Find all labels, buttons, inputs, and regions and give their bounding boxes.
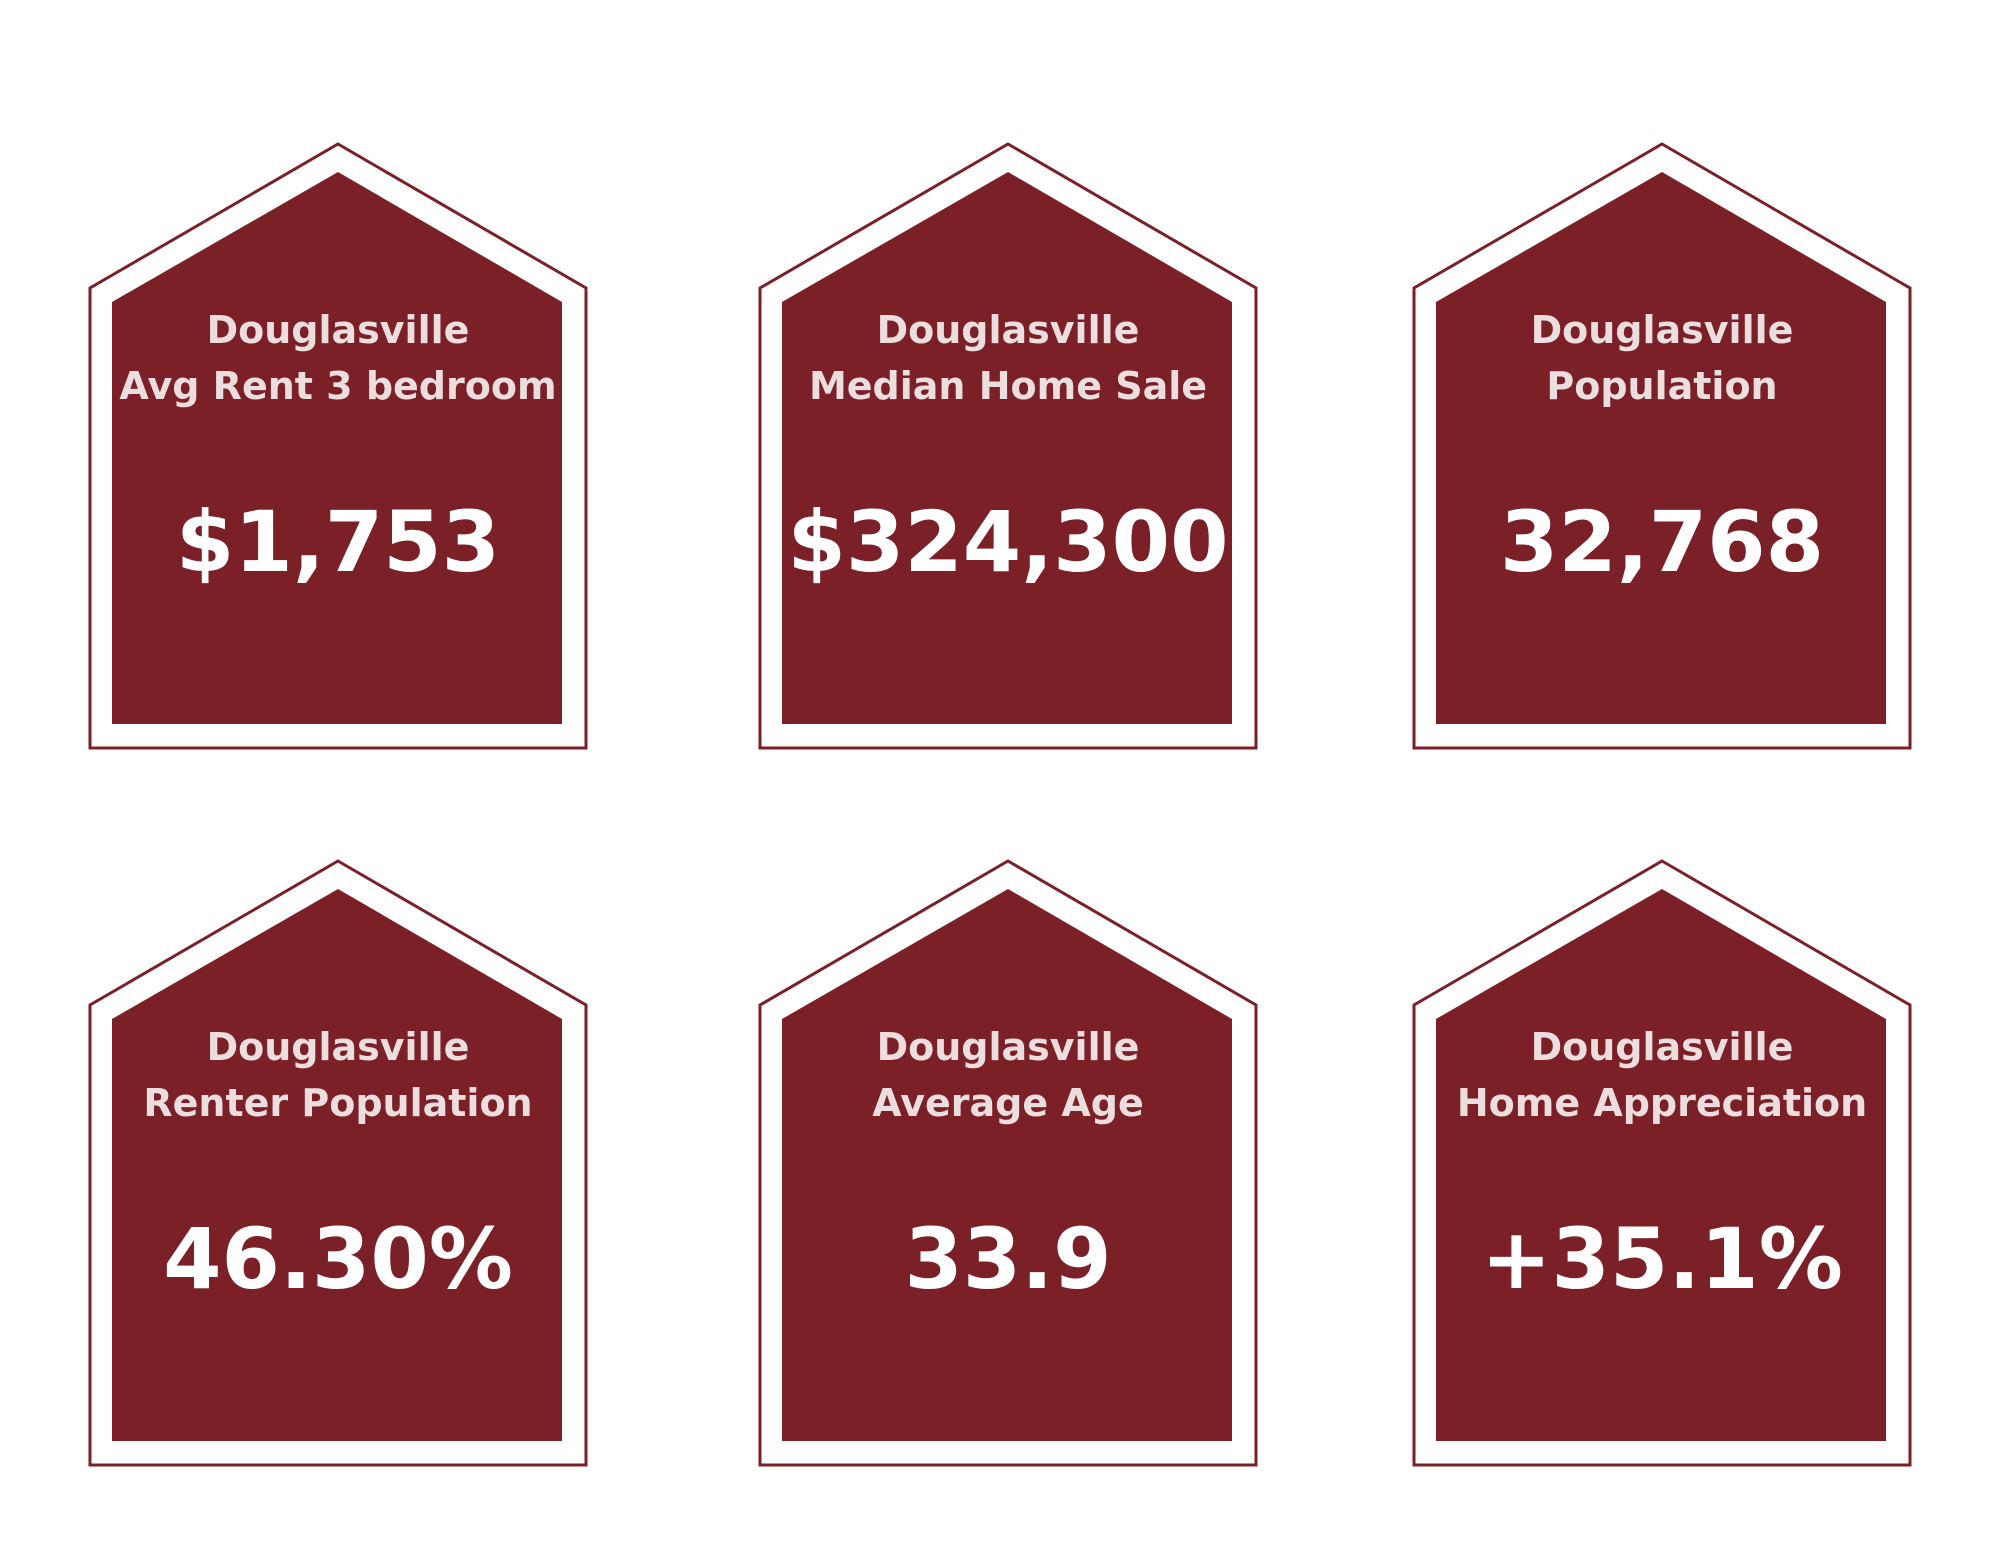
stat-city: Douglasville <box>876 308 1140 352</box>
house-shape-icon <box>758 142 1258 750</box>
stat-card-avg-rent: Douglasville Avg Rent 3 bedroom $1,753 <box>88 142 588 750</box>
stat-label: Douglasville Renter Population <box>108 1019 568 1131</box>
stat-metric: Renter Population <box>143 1081 533 1125</box>
stat-card-home-appreciation: Douglasville Home Appreciation +35.1% <box>1412 859 1912 1467</box>
stat-city: Douglasville <box>206 1025 470 1069</box>
stat-value: 33.9 <box>904 1210 1112 1308</box>
stat-metric: Median Home Sale <box>808 364 1208 408</box>
stat-card-population: Douglasville Population 32,768 <box>1412 142 1912 750</box>
stat-label: Douglasville Median Home Sale <box>778 302 1238 414</box>
stat-city: Douglasville <box>876 1025 1140 1069</box>
stat-card-renter-population: Douglasville Renter Population 46.30% <box>88 859 588 1467</box>
stat-label: Douglasville Population <box>1432 302 1892 414</box>
stat-city: Douglasville <box>206 308 470 352</box>
stat-value: 46.30% <box>163 1210 513 1308</box>
stat-label: Douglasville Avg Rent 3 bedroom <box>108 302 568 414</box>
stat-city: Douglasville <box>1530 308 1794 352</box>
stat-value: $1,753 <box>175 493 501 591</box>
stat-value: 32,768 <box>1499 493 1825 591</box>
stat-metric: Home Appreciation <box>1456 1081 1868 1125</box>
house-shape-icon <box>88 859 588 1467</box>
stat-metric: Average Age <box>872 1081 1144 1125</box>
stat-card-average-age: Douglasville Average Age 33.9 <box>758 859 1258 1467</box>
house-shape-icon <box>1412 859 1912 1467</box>
stat-card-median-home-sale: Douglasville Median Home Sale $324,300 <box>758 142 1258 750</box>
stat-value: $324,300 <box>787 493 1229 591</box>
house-shape-icon <box>758 859 1258 1467</box>
stat-metric: Avg Rent 3 bedroom <box>119 364 557 408</box>
stat-metric: Population <box>1546 364 1778 408</box>
house-shape-icon <box>88 142 588 750</box>
stat-value: +35.1% <box>1481 1210 1843 1308</box>
stat-label: Douglasville Average Age <box>778 1019 1238 1131</box>
stat-label: Douglasville Home Appreciation <box>1432 1019 1892 1131</box>
house-shape-icon <box>1412 142 1912 750</box>
stat-city: Douglasville <box>1530 1025 1794 1069</box>
